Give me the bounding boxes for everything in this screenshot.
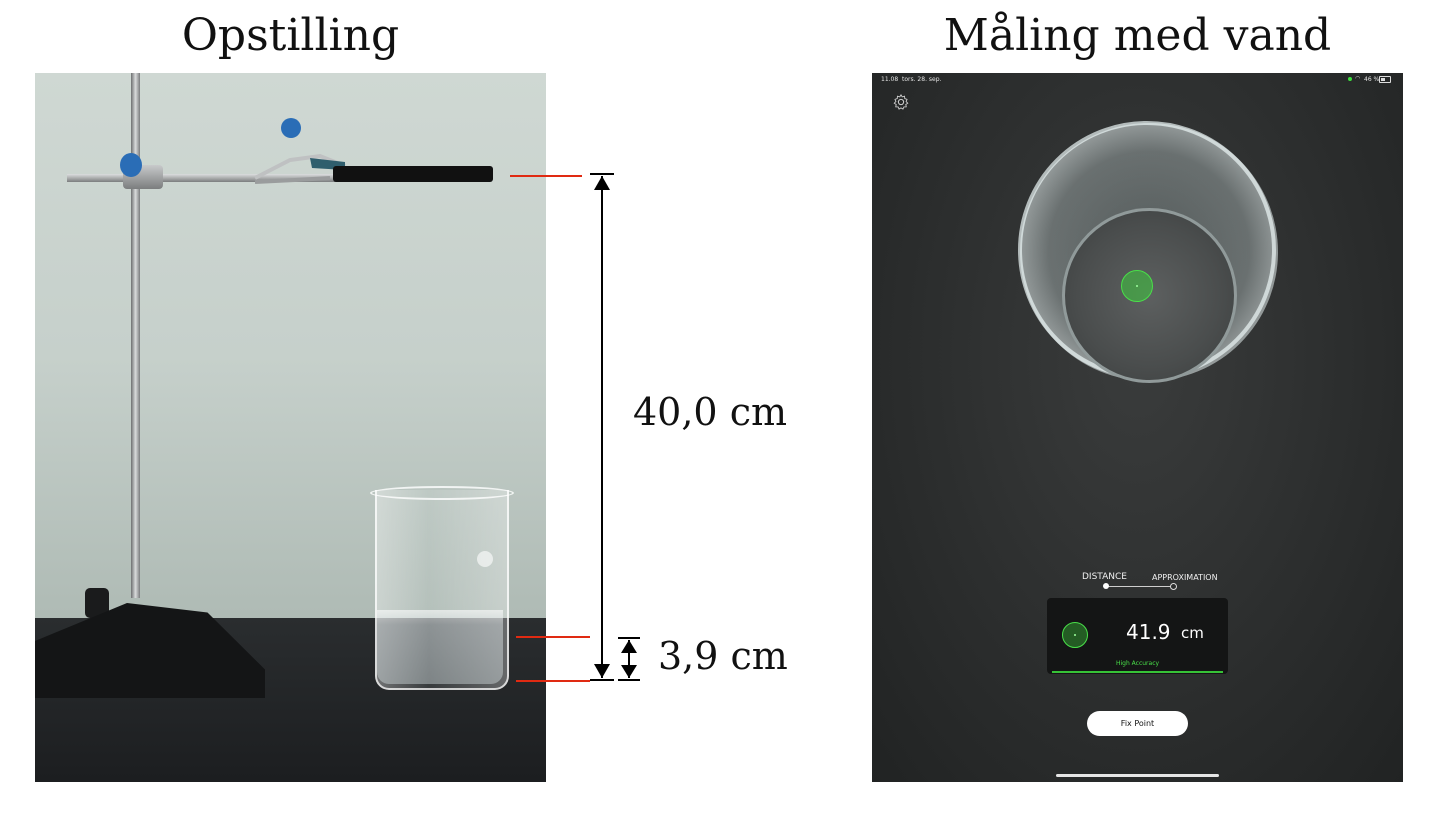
reference-line-bottom — [516, 680, 590, 682]
water — [377, 610, 503, 684]
tablet-device — [333, 166, 493, 182]
target-reticle-icon[interactable] — [1121, 270, 1153, 302]
mode-slider-track[interactable] — [1106, 586, 1174, 587]
clamp-arm — [67, 174, 347, 182]
status-time: 11.08 — [881, 76, 899, 83]
clamp-knob — [281, 118, 301, 138]
reference-line-top — [510, 175, 582, 177]
measurement-app-screen: 11.08 tors. 28. sep. ◠ 46 % DISTANCE APP… — [872, 73, 1403, 782]
battery-icon — [1379, 76, 1391, 83]
mode-approximation[interactable]: APPROXIMATION — [1152, 573, 1218, 582]
title-measurement: Måling med vand — [943, 10, 1332, 61]
dimension-arrows — [590, 173, 640, 681]
gear-icon[interactable] — [892, 93, 910, 111]
target-icon — [1062, 622, 1088, 648]
total-distance-label: 40,0 cm — [633, 390, 788, 434]
accuracy-bar — [1052, 671, 1223, 673]
mode-slider-knob[interactable] — [1170, 583, 1177, 590]
total-distance-arrow — [590, 173, 614, 681]
distance-readout-card: 41.9 cm High Accuracy — [1047, 598, 1228, 674]
distance-unit: cm — [1181, 624, 1204, 642]
mode-distance[interactable]: DISTANCE — [1082, 572, 1127, 582]
accuracy-label: High Accuracy — [1115, 660, 1160, 667]
water-height-label: 3,9 cm — [658, 634, 788, 678]
status-date: tors. 28. sep. — [902, 76, 942, 83]
boss-knob — [120, 153, 142, 177]
stand-rod — [131, 73, 140, 598]
reference-line-water — [516, 636, 590, 638]
fix-point-button[interactable]: Fix Point — [1087, 711, 1188, 736]
title-setup: Opstilling — [181, 10, 400, 61]
wifi-icon: ◠ — [1355, 75, 1361, 82]
mode-slider-knob-selected[interactable] — [1103, 583, 1109, 589]
status-bar: 11.08 tors. 28. sep. ◠ 46 % — [872, 73, 1403, 87]
home-indicator[interactable] — [1056, 774, 1219, 777]
water-height-arrow — [618, 637, 640, 681]
battery-percent: 46 % — [1364, 76, 1380, 83]
setup-photo — [35, 73, 546, 782]
beaker-rim — [370, 486, 514, 500]
beaker-logo — [477, 551, 493, 567]
camera-indicator — [1348, 77, 1352, 81]
distance-value: 41.9 — [1126, 620, 1171, 644]
